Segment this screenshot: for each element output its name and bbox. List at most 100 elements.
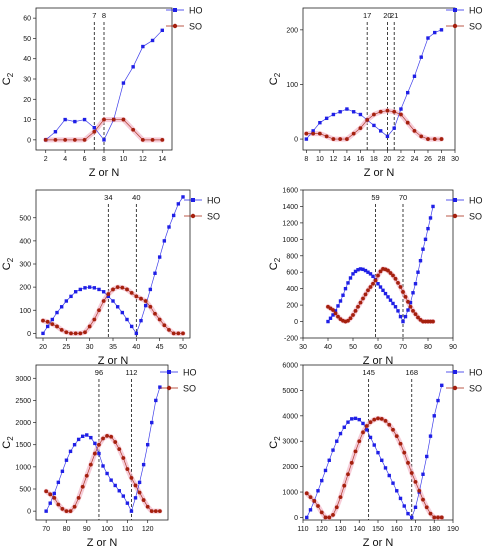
legend-label-so: SO [469,212,482,222]
ho-point [351,110,356,114]
x-tick-label: 10 [120,156,128,163]
so-point [162,323,167,328]
so-point [167,328,171,332]
x-tick-label: 110 [297,526,308,533]
x-tick-label: 100 [101,526,113,533]
legend: HO SO [446,196,483,222]
plot-frame [302,189,454,339]
ho-point [139,318,143,323]
so-point [363,292,368,297]
so-point [406,299,410,304]
so-point [331,137,336,141]
so-point [323,515,328,520]
ho-point [418,259,423,263]
x-tick-label: 80 [63,526,71,533]
ho-point [383,466,388,470]
y-axis-title: C2 [268,257,282,270]
ho-point [368,435,373,440]
so-point [129,291,134,295]
x-tick-label: 30 [299,344,307,351]
legend-label-so: SO [207,212,220,222]
so-point [53,137,58,142]
so-series-line [42,286,183,334]
magic-number-label: 112 [125,368,137,377]
x-tick-label: 190 [447,526,459,533]
legend-marker-so [190,213,196,219]
y-axis-title-main: C [268,441,280,449]
ho-point [433,30,437,35]
y-tick-label: 0 [27,331,31,338]
x-tick-label: 140 [353,526,365,533]
ho-point [413,282,418,286]
y-tick-label: 60 [23,16,31,23]
x-tick-label: 45 [156,344,164,351]
ho-point [63,117,67,122]
so-point [411,308,415,313]
magic-number-label: 96 [95,368,103,377]
so-point [88,462,93,467]
ho-point [41,331,45,336]
y-axis-title: C2 [1,257,15,270]
so-point [424,505,429,510]
y-tick-label: 1000 [15,464,31,471]
x-tick-label: 120 [316,526,328,533]
ho-point [89,435,93,440]
ho-point [432,414,436,418]
x-tick-label: 24 [411,156,419,163]
y-tick-label: 0 [294,319,298,326]
ho-point [162,239,167,243]
so-point [327,515,332,520]
so-point [69,331,73,336]
ho-point [171,213,176,218]
x-tick-label: 16 [357,156,365,163]
so-point [412,128,417,133]
x-tick-label: 10 [316,156,324,163]
ho-point [141,44,145,49]
ho-point [366,270,370,274]
so-point [405,120,410,125]
ho-point [85,433,89,437]
ho-point [358,112,363,117]
x-axis-title: Z or N [363,537,394,549]
y-tick-label: 20 [23,97,31,104]
y-tick-label: 500 [19,215,31,222]
ho-series-line [45,387,161,513]
ho-point [439,28,444,32]
x-tick-label: 40 [324,344,332,351]
ho-point [81,434,85,438]
so-point [80,484,85,489]
legend-marker-ho [453,8,457,12]
y-tick-label: 1500 [15,442,31,449]
so-point [304,491,309,496]
so-point [439,515,444,520]
y-axis-title-main: C [268,262,280,270]
legend: HO SO [160,368,197,394]
ho-point [403,314,408,319]
x-tick-label: 8 [102,156,106,163]
ho-point [392,126,396,130]
ho-point [53,130,58,134]
so-point [385,108,390,113]
magic-number-label: 17 [363,11,371,20]
so-series-line [306,418,442,518]
ho-point [68,449,73,454]
ho-point [45,324,50,329]
y-tick-label: 200 [286,27,298,34]
y-tick-label: 1400 [282,204,298,211]
so-point [331,513,335,517]
x-tick-label: 110 [122,526,133,533]
so-point [76,495,81,500]
legend-marker-ho [453,370,457,374]
so-point [393,276,398,281]
ho-point [383,291,388,296]
x-tick-label: 35 [109,344,117,351]
ho-point [406,90,410,95]
ho-point [153,271,157,275]
chart-panel-6: 110 120 130 140 150 160 170 180 190 0 1000 2000 3000… [268,363,483,550]
ho-point [157,255,162,259]
so-point [432,137,437,141]
so-point [356,304,360,309]
ho-point [324,116,329,121]
so-point [141,498,146,502]
ho-point [406,511,410,516]
